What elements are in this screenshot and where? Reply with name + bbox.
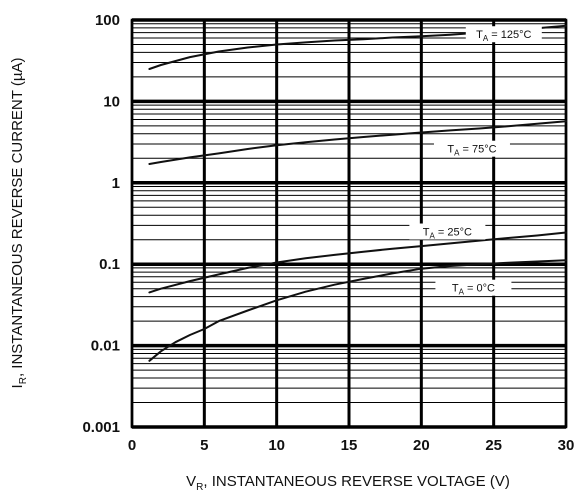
x-tick-label: 15 [341,437,358,454]
curves [148,24,567,362]
curve-75c [148,120,567,165]
curve-label-box [465,26,542,43]
x-tick-label: 20 [413,437,430,454]
curve-label-subscript: A [430,232,436,241]
y-axis-title-sub: R [18,377,29,384]
curve-label-subscript: A [459,288,465,297]
y-axis-title-rest: , INSTANTANEOUS REVERSE CURRENT (µA) [9,58,26,378]
x-axis-title-main: V [186,473,196,490]
curve-label: TA = 75°C [447,144,496,158]
grid [130,18,568,429]
curve-label-value: = 25°C [435,227,472,239]
curve-label-symbol: T [423,227,430,239]
curve-0c [148,259,567,362]
x-tick-label: 10 [268,437,285,454]
x-tick-label: 25 [485,437,502,454]
curve-label-subscript: A [483,34,489,43]
y-axis-title-main: I [9,384,26,388]
curve-label-symbol: T [476,29,483,41]
x-axis-title-sub: R [196,482,203,493]
y-tick-label: 10 [103,93,120,110]
curve-label-symbol: T [452,283,459,295]
curve-label-value: = 75°C [459,144,496,156]
x-axis-title: VR, INSTANTANEOUS REVERSE VOLTAGE (V) [186,473,510,493]
x-tick-label: 0 [128,437,136,454]
curve-label-box [433,140,510,157]
curve-label-box [409,223,486,240]
y-tick-label: 0.01 [91,338,120,355]
y-tick-label: 100 [95,12,120,29]
curve-label-symbol: T [447,144,454,156]
curve-label: TA = 125°C [476,29,531,43]
x-tick-label: 5 [200,437,208,454]
tick-labels: 0 5 10 15 20 25 30 0.001 0.01 0.1 1 10 100 [82,12,574,454]
curve-25c [148,231,567,294]
curve-label: TA = 25°C [423,227,472,241]
x-tick-label: 30 [558,437,575,454]
curve-label-value: = 125°C [488,29,531,41]
y-tick-label: 1 [112,175,120,192]
y-tick-label: 0.001 [82,419,120,436]
x-axis-title-rest: , INSTANTANEOUS REVERSE VOLTAGE (V) [203,473,509,490]
curve-labels: TA = 125°CTA = 75°CTA = 25°CTA = 0°C [409,26,542,297]
curve-label-value: = 0°C [464,283,495,295]
curve-label-box [435,279,512,296]
plot-frame [130,18,568,429]
curve-label-subscript: A [454,149,460,158]
y-tick-label: 0.1 [99,256,120,273]
curve-label: TA = 0°C [452,283,495,297]
y-axis-title: IR, INSTANTANEOUS REVERSE CURRENT (µA) [9,58,29,389]
